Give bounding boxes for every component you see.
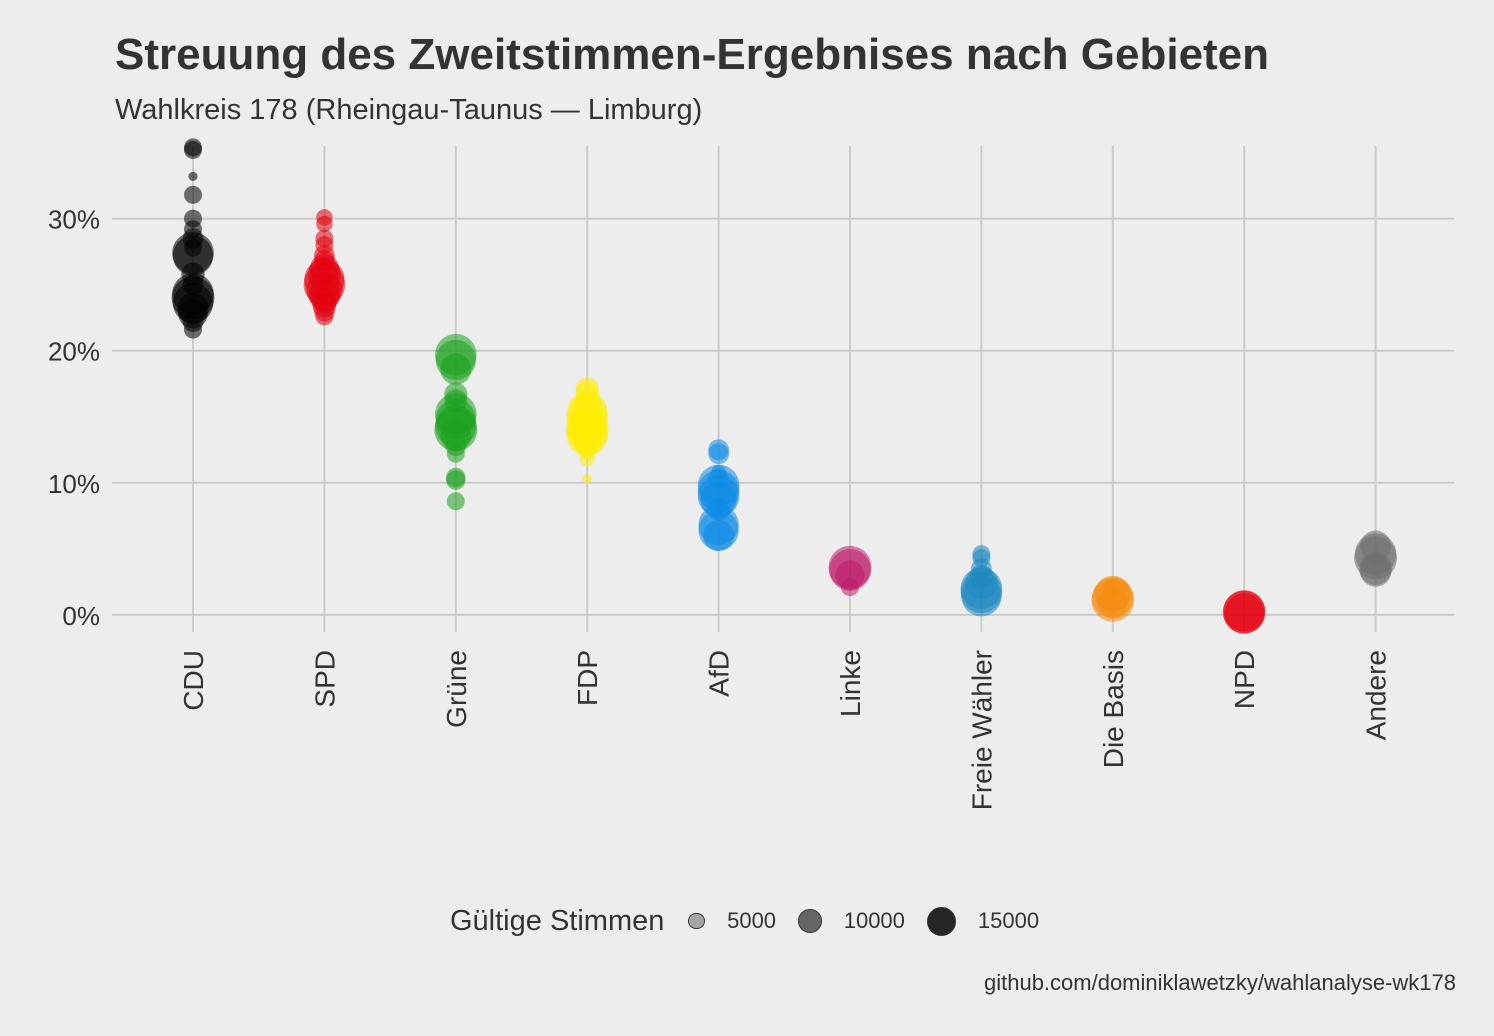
data-point — [446, 492, 465, 511]
data-point — [579, 451, 595, 467]
legend-dot-icon — [798, 909, 822, 933]
chart-subtitle: Wahlkreis 178 (Rheingau-Taunus — Limburg… — [115, 94, 703, 126]
legend-dot-icon — [688, 912, 706, 930]
data-point — [708, 443, 729, 465]
legend-key-label: 10000 — [843, 908, 905, 933]
data-point — [446, 444, 465, 463]
data-point — [840, 578, 860, 597]
legend-key-5000: 5000 — [688, 908, 776, 934]
data-point — [440, 353, 472, 385]
series-linke — [828, 545, 872, 597]
legend-title: Gültige Stimmen — [450, 904, 665, 937]
x-tick-label: NPD — [1229, 650, 1260, 709]
legend-key-label: 5000 — [727, 908, 777, 933]
legend-key-15000: 15000 — [926, 906, 1040, 936]
data-point — [1224, 593, 1265, 634]
y-tick-label: 30% — [48, 205, 100, 235]
series-andere — [1354, 530, 1398, 587]
data-point — [315, 307, 334, 326]
data-point — [1098, 588, 1128, 618]
grid-layer — [112, 146, 1454, 632]
series-die-basis — [1091, 575, 1135, 622]
y-tick-label: 0% — [62, 601, 100, 631]
x-tick-label: CDU — [178, 650, 209, 711]
legend-dot-icon — [926, 906, 956, 936]
data-point — [703, 519, 735, 552]
x-tick-label: FDP — [572, 650, 603, 706]
x-tick-label: Die Basis — [1098, 650, 1129, 768]
x-tick-label: Grüne — [441, 650, 472, 728]
data-point — [576, 438, 598, 459]
data-point — [961, 576, 1002, 617]
chart-caption: github.com/dominiklawetzky/wahlanalyse-w… — [983, 970, 1456, 995]
point-layer — [171, 138, 1398, 634]
x-tick-label: SPD — [309, 650, 340, 708]
legend-key-10000: 10000 — [798, 908, 905, 934]
y-tick-label: 20% — [48, 337, 100, 367]
data-point — [183, 140, 203, 159]
data-point — [183, 185, 203, 204]
x-tick-label: Andere — [1361, 650, 1392, 740]
legend: Gültige Stimmen 5000 10000 15000 — [450, 896, 1061, 946]
x-tick-label: Freie Wähler — [966, 650, 997, 810]
series-fdp — [565, 377, 609, 484]
data-point — [316, 215, 333, 233]
series-cdu — [171, 138, 215, 339]
series-npd — [1222, 590, 1266, 634]
series-freie-wähler — [960, 545, 1003, 617]
data-point — [1360, 555, 1392, 587]
chart-title: Streuung des Zweitstimmen-Ergebnises nac… — [115, 30, 1270, 79]
data-point — [446, 470, 466, 490]
series-afd — [697, 439, 740, 552]
x-tick-label: AfD — [704, 650, 735, 697]
data-point — [582, 474, 592, 484]
data-point — [172, 235, 214, 276]
series-grüne — [434, 333, 478, 511]
x-tick-label: Linke — [835, 650, 866, 717]
legend-key-label: 15000 — [977, 908, 1040, 933]
series-spd — [303, 209, 346, 326]
data-point — [183, 320, 203, 339]
axis-labels: 0% 10% 20% 30% CDU SPD Grüne FDP AfD Linke Freie W… — [48, 205, 1392, 811]
data-point — [188, 171, 198, 182]
y-tick-label: 10% — [48, 469, 100, 499]
